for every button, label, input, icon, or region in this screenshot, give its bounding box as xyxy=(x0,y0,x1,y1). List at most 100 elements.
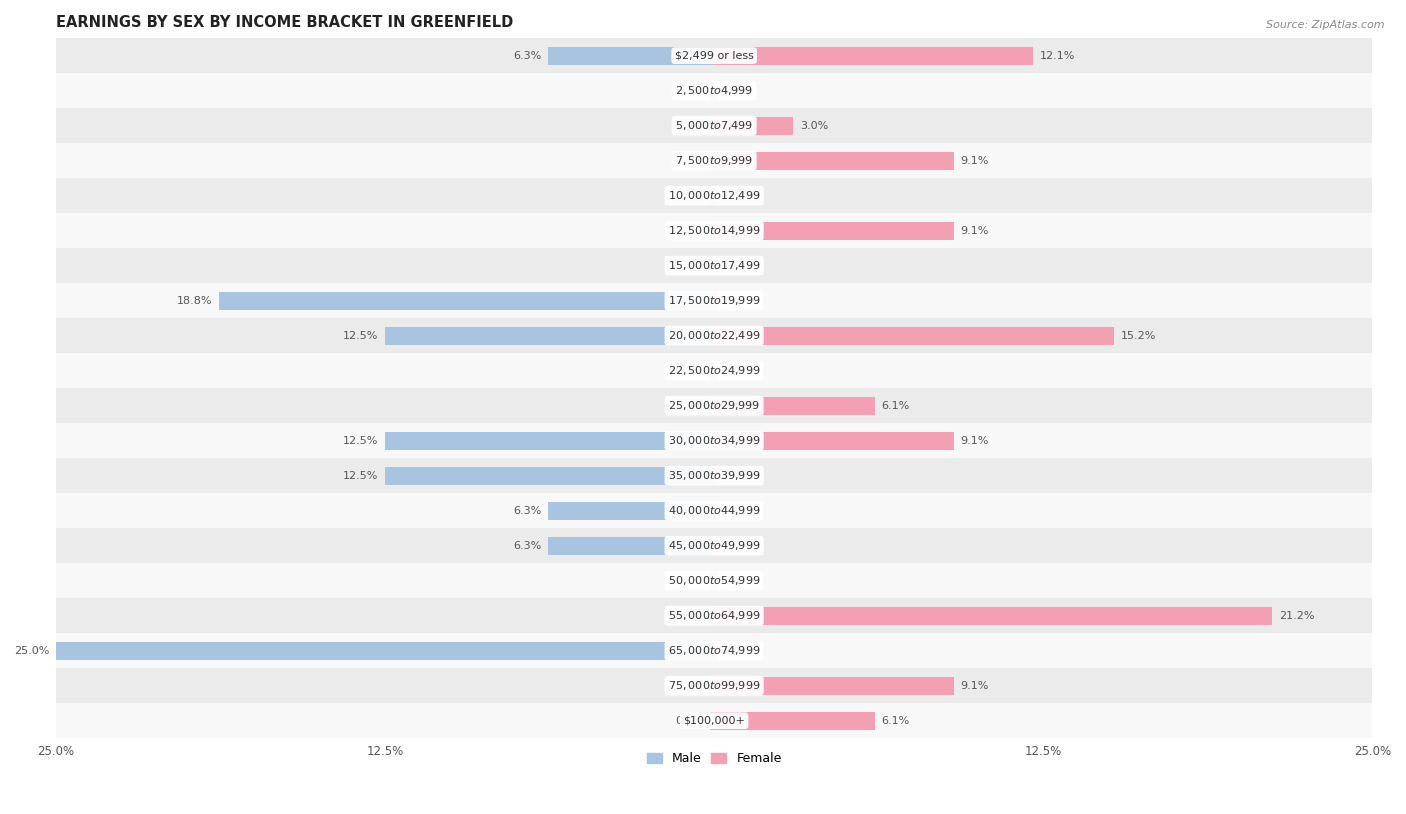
Bar xyxy=(714,361,718,380)
Bar xyxy=(714,676,953,695)
Bar xyxy=(56,633,1372,668)
Text: 0.0%: 0.0% xyxy=(724,470,754,481)
Bar xyxy=(385,326,714,345)
Text: 12.5%: 12.5% xyxy=(343,470,378,481)
Text: 15.2%: 15.2% xyxy=(1121,330,1156,340)
Bar xyxy=(56,493,1372,528)
Bar xyxy=(714,221,953,240)
Text: 0.0%: 0.0% xyxy=(675,190,703,200)
Bar xyxy=(714,326,1115,345)
Text: $25,000 to $29,999: $25,000 to $29,999 xyxy=(668,399,761,412)
Bar xyxy=(714,151,953,170)
Bar xyxy=(714,606,1272,625)
Text: 12.5%: 12.5% xyxy=(343,330,378,340)
Text: 6.3%: 6.3% xyxy=(513,50,541,60)
Bar xyxy=(714,46,1033,65)
Text: 0.0%: 0.0% xyxy=(675,225,703,235)
Text: $17,500 to $19,999: $17,500 to $19,999 xyxy=(668,294,761,307)
Bar xyxy=(710,396,714,415)
Text: 9.1%: 9.1% xyxy=(960,225,988,235)
Bar xyxy=(714,81,718,100)
Bar xyxy=(710,151,714,170)
Text: 0.0%: 0.0% xyxy=(724,540,754,551)
Bar xyxy=(56,38,1372,73)
Text: 0.0%: 0.0% xyxy=(724,365,754,376)
Text: 0.0%: 0.0% xyxy=(724,190,754,200)
Bar xyxy=(56,703,1372,738)
Legend: Male, Female: Male, Female xyxy=(641,747,787,771)
Text: 6.1%: 6.1% xyxy=(882,716,910,726)
Bar xyxy=(56,143,1372,178)
Bar xyxy=(385,466,714,485)
Text: 6.1%: 6.1% xyxy=(882,400,910,411)
Bar xyxy=(385,431,714,450)
Bar xyxy=(56,598,1372,633)
Text: $10,000 to $12,499: $10,000 to $12,499 xyxy=(668,189,761,202)
Text: $2,500 to $4,999: $2,500 to $4,999 xyxy=(675,84,754,97)
Bar xyxy=(219,291,714,310)
Text: $2,499 or less: $2,499 or less xyxy=(675,50,754,60)
Text: 0.0%: 0.0% xyxy=(675,716,703,726)
Bar xyxy=(714,186,718,205)
Bar xyxy=(56,318,1372,353)
Bar xyxy=(56,641,714,660)
Bar xyxy=(56,388,1372,423)
Text: $5,000 to $7,499: $5,000 to $7,499 xyxy=(675,119,754,132)
Bar xyxy=(56,668,1372,703)
Text: $75,000 to $99,999: $75,000 to $99,999 xyxy=(668,679,761,692)
Bar xyxy=(714,466,718,485)
Bar xyxy=(710,221,714,240)
Bar xyxy=(56,108,1372,143)
Text: 0.0%: 0.0% xyxy=(724,575,754,586)
Text: 9.1%: 9.1% xyxy=(960,435,988,446)
Bar xyxy=(714,536,718,555)
Bar xyxy=(56,213,1372,248)
Text: 0.0%: 0.0% xyxy=(724,505,754,516)
Text: 0.0%: 0.0% xyxy=(675,610,703,621)
Bar xyxy=(56,73,1372,108)
Bar xyxy=(714,431,953,450)
Text: 0.0%: 0.0% xyxy=(675,681,703,691)
Text: 0.0%: 0.0% xyxy=(724,646,754,656)
Text: 0.0%: 0.0% xyxy=(724,85,754,95)
Bar xyxy=(714,291,718,310)
Text: 9.1%: 9.1% xyxy=(960,681,988,691)
Bar xyxy=(56,353,1372,388)
Bar xyxy=(714,256,718,275)
Bar xyxy=(56,283,1372,318)
Bar xyxy=(56,178,1372,213)
Text: $100,000+: $100,000+ xyxy=(683,716,745,726)
Text: $12,500 to $14,999: $12,500 to $14,999 xyxy=(668,224,761,237)
Text: 3.0%: 3.0% xyxy=(800,120,828,130)
Text: $45,000 to $49,999: $45,000 to $49,999 xyxy=(668,539,761,552)
Bar xyxy=(714,396,875,415)
Bar xyxy=(548,536,714,555)
Text: $40,000 to $44,999: $40,000 to $44,999 xyxy=(668,504,761,517)
Bar xyxy=(56,423,1372,458)
Text: 18.8%: 18.8% xyxy=(177,295,212,305)
Text: 0.0%: 0.0% xyxy=(675,575,703,586)
Bar xyxy=(710,186,714,205)
Bar xyxy=(710,571,714,590)
Text: 0.0%: 0.0% xyxy=(675,120,703,130)
Text: $30,000 to $34,999: $30,000 to $34,999 xyxy=(668,434,761,447)
Text: $22,500 to $24,999: $22,500 to $24,999 xyxy=(668,364,761,377)
Bar xyxy=(56,528,1372,563)
Text: 0.0%: 0.0% xyxy=(675,260,703,270)
Text: 9.1%: 9.1% xyxy=(960,155,988,165)
Bar xyxy=(56,563,1372,598)
Bar xyxy=(714,641,718,660)
Bar xyxy=(710,676,714,695)
Text: 6.3%: 6.3% xyxy=(513,505,541,516)
Bar xyxy=(548,501,714,520)
Text: EARNINGS BY SEX BY INCOME BRACKET IN GREENFIELD: EARNINGS BY SEX BY INCOME BRACKET IN GRE… xyxy=(56,15,513,30)
Bar xyxy=(710,361,714,380)
Text: 12.1%: 12.1% xyxy=(1039,50,1074,60)
Bar xyxy=(548,46,714,65)
Text: $15,000 to $17,499: $15,000 to $17,499 xyxy=(668,259,761,272)
Text: $20,000 to $22,499: $20,000 to $22,499 xyxy=(668,329,761,342)
Bar xyxy=(714,571,718,590)
Bar xyxy=(714,501,718,520)
Text: 25.0%: 25.0% xyxy=(14,646,49,656)
Bar xyxy=(714,116,793,135)
